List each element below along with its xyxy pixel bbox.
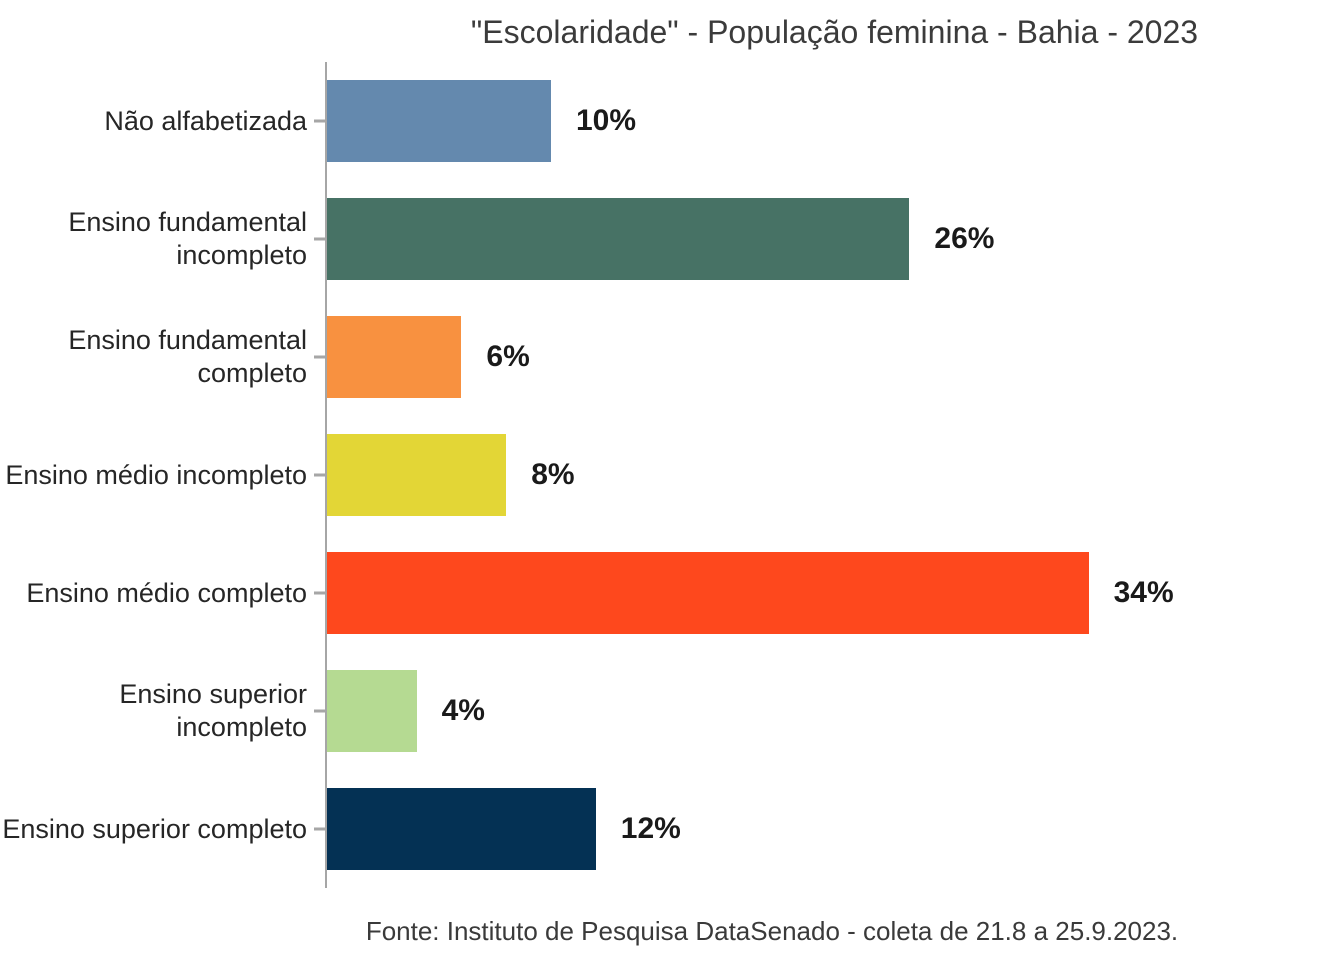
value-label: 12% <box>620 812 681 845</box>
source-footnote: Fonte: Instituto de Pesquisa DataSenado … <box>365 916 1179 946</box>
bar <box>327 552 1089 634</box>
bar-row: Não alfabetizada 10% <box>0 62 1344 180</box>
bar-row: Ensino fundamental completo 6% <box>0 298 1344 416</box>
value-label: 34% <box>1113 576 1174 609</box>
value-label: 26% <box>934 222 995 255</box>
value-label: 10% <box>576 104 637 137</box>
bar <box>327 788 596 870</box>
bar-row: Ensino médio completo 34% <box>0 534 1344 652</box>
category-label: Ensino médio completo <box>26 577 307 608</box>
bar-row: Ensino médio incompleto 8% <box>0 416 1344 534</box>
bar-row: Ensino superior completo 12% <box>0 770 1344 888</box>
value-label: 6% <box>486 340 530 373</box>
category-label: Não alfabetizada <box>104 105 307 136</box>
category-label: Ensino médio incompleto <box>5 459 307 490</box>
bar <box>327 670 417 752</box>
chart-title: "Escolaridade" - População feminina - Ba… <box>470 14 1199 50</box>
bar <box>327 434 507 516</box>
bar <box>327 80 551 162</box>
plot-area: Não alfabetizada 10% Ensino fundamental in… <box>0 62 1344 888</box>
value-label: 4% <box>441 694 485 727</box>
bar <box>327 198 910 280</box>
value-label: 8% <box>531 458 575 491</box>
category-label: Ensino fundamental completo <box>68 325 307 388</box>
bar-row: Ensino superior incompleto 4% <box>0 652 1344 770</box>
bar <box>327 316 462 398</box>
bar-row: Ensino fundamental incompleto 26% <box>0 180 1344 298</box>
category-label: Ensino superior completo <box>2 813 307 844</box>
category-label: Ensino fundamental incompleto <box>68 207 307 270</box>
category-label: Ensino superior incompleto <box>119 679 307 742</box>
